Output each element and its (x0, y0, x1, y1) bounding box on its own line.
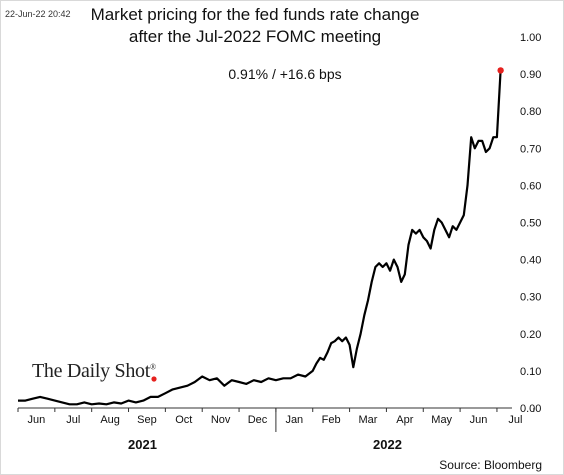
y-tick-label: 0.40 (520, 255, 541, 267)
timestamp: 22-Jun-22 20:42 (5, 9, 71, 19)
source-note: Source: Bloomberg (439, 458, 542, 472)
chart-annotation: 0.91% / +16.6 bps (228, 66, 342, 82)
logo-text: The Daily Shot (32, 360, 151, 382)
x-tick-label: Jun (28, 414, 46, 426)
x-tick-label: Nov (211, 414, 231, 426)
y-tick-label: 0.20 (520, 329, 541, 341)
x-tick-label: Feb (322, 414, 341, 426)
y-tick-label: 0.50 (520, 218, 541, 230)
y-tick-label: 0.30 (520, 292, 541, 304)
x-tick-label: Jan (285, 414, 303, 426)
x-tick-label: Apr (396, 414, 413, 426)
year-label-2022: 2022 (373, 437, 402, 452)
y-tick-label: 0.60 (520, 180, 541, 192)
x-tick-label: Sep (137, 414, 157, 426)
chart-title: Market pricing for the fed funds rate ch… (70, 4, 440, 48)
year-label-2021: 2021 (128, 437, 157, 452)
chart-title-line1: Market pricing for the fed funds rate ch… (90, 5, 420, 24)
x-tick-label: May (431, 414, 452, 426)
x-tick-label: Jul (508, 414, 522, 426)
x-tick-label: Jul (66, 414, 80, 426)
y-tick-label: 1.00 (520, 32, 541, 44)
x-tick-label: Dec (248, 414, 268, 426)
series-endpoint (497, 67, 504, 74)
y-tick-label: 0.10 (520, 366, 541, 378)
y-tick-label: 0.90 (520, 69, 541, 81)
series-line (18, 70, 502, 406)
y-tick-label: 0.00 (520, 403, 541, 415)
registered-mark: ® (150, 362, 156, 372)
chart-title-line2: after the Jul-2022 FOMC meeting (128, 27, 382, 46)
x-tick-label: Mar (359, 414, 378, 426)
y-axis: 0.00 0.10 0.20 0.30 0.40 0.50 0.60 0.70 0.80 0.90… (520, 32, 541, 415)
x-tick-label: Oct (175, 414, 192, 426)
x-tick-label: Jun (470, 414, 488, 426)
logo-dot (151, 376, 157, 382)
daily-shot-logo: The Daily Shot® (32, 360, 156, 383)
y-tick-label: 0.70 (520, 143, 541, 155)
x-tick-label: Aug (100, 414, 120, 426)
x-axis: Jun Jul Aug Sep Oct Nov Dec Jan Feb Mar Apr May Jun J… (17, 407, 535, 432)
y-tick-label: 0.80 (520, 106, 541, 118)
